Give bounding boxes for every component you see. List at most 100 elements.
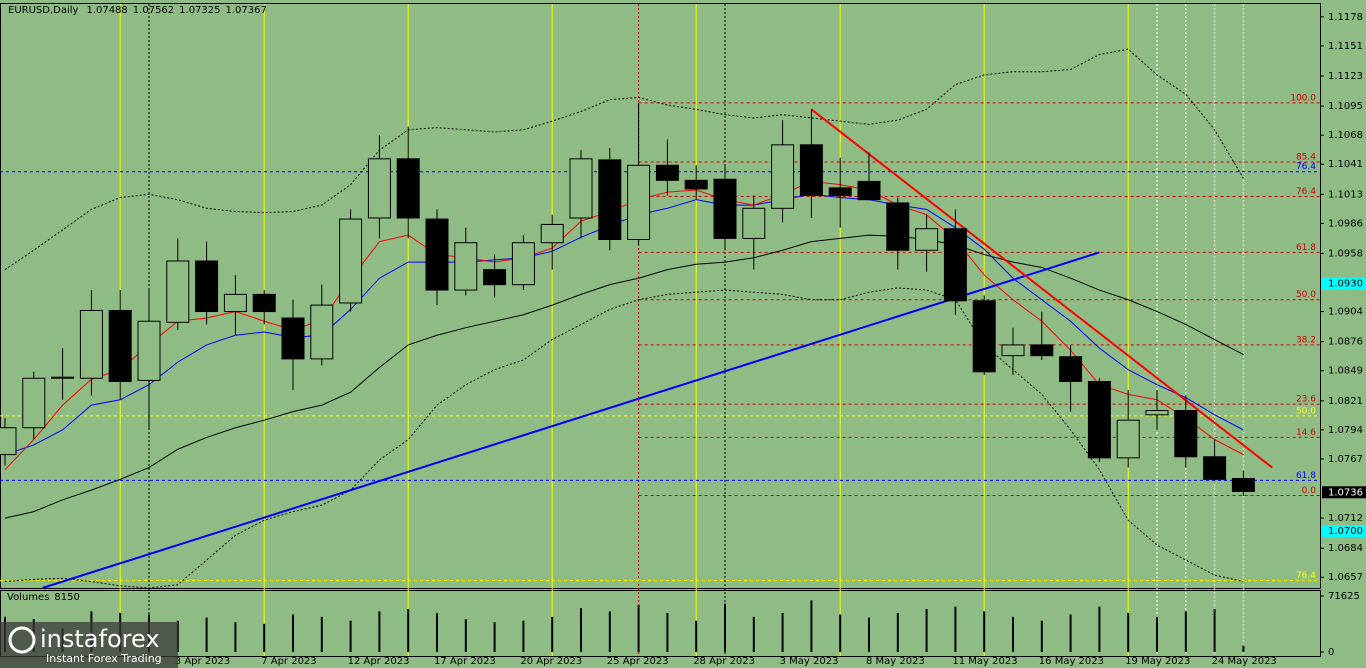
candle-body <box>1059 356 1083 382</box>
candle-body <box>655 164 679 181</box>
candle-body <box>166 260 190 323</box>
candle-body <box>425 218 449 291</box>
header: EURUSD,Daily 1.07488 1.07562 1.07325 1.07367 <box>8 5 267 16</box>
candle-body <box>1116 419 1140 459</box>
price-label: 1.0736 <box>1328 487 1363 498</box>
volume-current: 8150 <box>54 592 79 603</box>
trend-line <box>810 108 1273 469</box>
y-tick-label: 1.0767 <box>1328 454 1363 465</box>
level-label: 85.4 <box>1296 153 1316 163</box>
volume-label: Volumes 8150 <box>7 592 80 603</box>
candle-body <box>1231 477 1255 493</box>
y-tick-label: 1.0794 <box>1328 425 1363 436</box>
y-tick-label: 1.0712 <box>1328 513 1363 524</box>
candle-body <box>22 377 46 429</box>
y-tick-label: 1.0986 <box>1328 218 1363 229</box>
x-tick-label: 3 May 2023 <box>780 656 839 667</box>
candle-body <box>1001 344 1025 357</box>
x-tick-label: 11 May 2023 <box>952 656 1017 667</box>
candle-body <box>137 320 161 381</box>
band-line <box>4 287 1244 588</box>
candle-body <box>51 376 75 379</box>
y-tick-label: 1.1151 <box>1328 41 1363 52</box>
x-tick-label: 24 May 2023 <box>1212 656 1277 667</box>
price-label-box <box>1322 277 1366 290</box>
candle-body <box>367 158 391 219</box>
candle-body <box>1145 410 1169 416</box>
price-label-box <box>1322 486 1366 499</box>
x-tick-label: 20 Apr 2023 <box>520 656 582 667</box>
y-tick-label: 1.0821 <box>1328 396 1363 407</box>
x-tick-label: 28 Apr 2023 <box>693 656 755 667</box>
y-tick-label: 1.0876 <box>1328 337 1363 348</box>
candle-body <box>108 309 132 382</box>
watermark: instaforex Instant Forex Trading <box>0 622 178 668</box>
price-plot: 100.085.476.476.461.850.038.223.650.014.… <box>0 48 1320 588</box>
candle-body <box>1174 410 1198 458</box>
candle-body <box>771 144 795 209</box>
candle-body <box>540 223 564 244</box>
candle-body <box>742 207 766 239</box>
candle-body <box>828 187 852 196</box>
open-value: 1.07488 <box>86 5 127 16</box>
candle-body <box>799 144 823 196</box>
level-label: 14.6 <box>1296 428 1316 438</box>
level-label: 50.0 <box>1296 406 1316 416</box>
x-tick-label: 3 Apr 2023 <box>175 656 230 667</box>
y-tick-label: 1.0849 <box>1328 366 1363 377</box>
y-tick-label: 1.1068 <box>1328 130 1363 141</box>
candle-body <box>281 317 305 360</box>
candle-body <box>943 228 967 302</box>
candle-body <box>310 304 334 360</box>
watermark-tagline: Instant Forex Trading <box>46 652 162 665</box>
candle-body <box>0 427 17 456</box>
trend-line <box>42 251 1100 588</box>
axes: 1.1178 1.1151 1.1123 1.1095 1.1068 1.1041 1.10… <box>175 12 1366 667</box>
x-tick-label: 12 Apr 2023 <box>348 656 410 667</box>
candle-body <box>483 269 507 286</box>
y-tick-label: 1.1095 <box>1328 101 1363 112</box>
price-label-box <box>1322 524 1366 537</box>
moving-average <box>4 180 1244 471</box>
level-label: 23.6 <box>1296 395 1316 405</box>
y-tick-label: 1.0958 <box>1328 248 1363 259</box>
y-tick-label: 1.1123 <box>1328 71 1363 82</box>
level-label: 76.4 <box>1296 162 1316 172</box>
level-label: 0.0 <box>1302 486 1317 496</box>
watermark-logo <box>8 626 36 654</box>
level-label: 38.2 <box>1296 335 1316 345</box>
candle-body <box>511 242 535 286</box>
y-tick-label: 1.1178 <box>1328 12 1363 23</box>
candle-body <box>684 179 708 190</box>
candle-body <box>713 178 737 239</box>
x-tick-label: 16 May 2023 <box>1039 656 1104 667</box>
candle-body <box>857 180 881 201</box>
candle-body <box>79 309 103 379</box>
level-label: 50.0 <box>1296 290 1316 300</box>
candle-body <box>195 260 219 313</box>
candle-body <box>454 242 478 291</box>
level-label: 76.4 <box>1296 571 1316 581</box>
candle-body <box>915 228 939 251</box>
candle-body <box>598 159 622 240</box>
volume-tick-label: 0 <box>1328 647 1334 658</box>
candle-body <box>627 164 651 240</box>
close-value: 1.07367 <box>226 5 267 16</box>
moving-average <box>4 193 1244 456</box>
price-panel-frame <box>0 3 1321 589</box>
watermark-brand: instaforex <box>40 625 160 653</box>
y-tick-label: 1.1013 <box>1328 189 1363 200</box>
y-tick-label: 1.0657 <box>1328 572 1363 583</box>
price-label: 1.0930 <box>1328 279 1363 290</box>
x-tick-label: 25 Apr 2023 <box>607 656 669 667</box>
level-label: 61.8 <box>1296 471 1316 481</box>
level-label: 61.8 <box>1296 243 1316 253</box>
candle-body <box>569 158 593 219</box>
y-tick-label: 1.0684 <box>1328 543 1363 554</box>
price-label: 1.0700 <box>1328 526 1363 537</box>
level-label: 100.0 <box>1290 93 1316 103</box>
y-tick-label: 1.1041 <box>1328 159 1363 170</box>
y-tick-label: 1.0904 <box>1328 307 1363 318</box>
